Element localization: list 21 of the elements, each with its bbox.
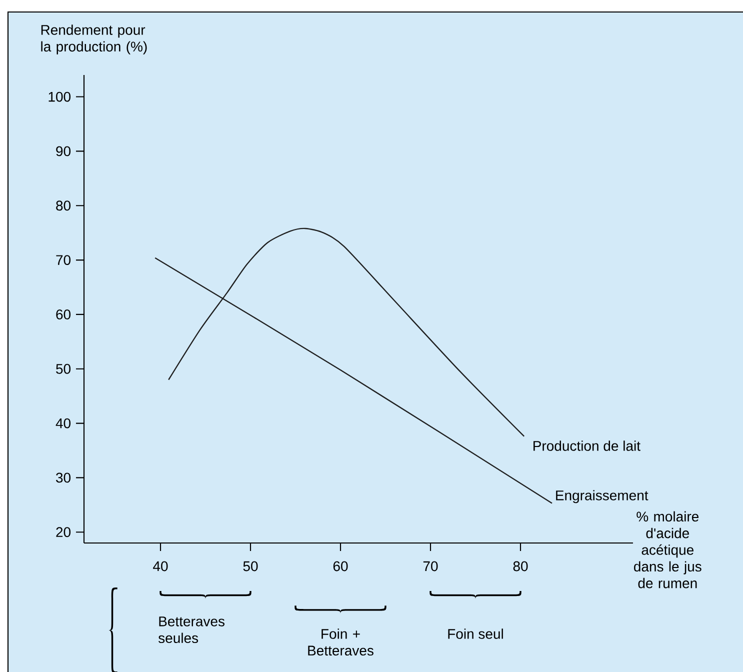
y-tick-label: 20 — [56, 527, 71, 538]
series-label: Production de lait — [534, 440, 640, 451]
series-label: Engraissement — [556, 490, 648, 504]
y-tick-label: 40 — [56, 418, 71, 428]
y-axis-title: Rendement pour la production (%) — [41, 24, 147, 54]
text: Betteraves seules — [158, 616, 224, 644]
x-tick-label: 40 — [153, 561, 168, 572]
y-tick-label: 100 — [48, 92, 71, 102]
x-tick-label: 80 — [513, 561, 528, 572]
text: Foin seul — [448, 628, 503, 639]
x-tick-label: 60 — [333, 561, 348, 572]
y-tick-label: 60 — [56, 310, 71, 320]
y-tick-label: 90 — [56, 146, 71, 156]
x-tick-label: 70 — [423, 561, 438, 572]
y-tick-label: 30 — [56, 472, 71, 483]
x-tick-label: 50 — [243, 561, 258, 572]
y-tick-label: 80 — [56, 200, 71, 211]
y-tick-label: 70 — [56, 255, 71, 265]
text: Foin + Betteraves — [308, 628, 374, 656]
y-tick-label: 50 — [56, 364, 71, 374]
x-axis-title: % molaire d'acide acétique dans le jus de rumen — [634, 511, 702, 588]
